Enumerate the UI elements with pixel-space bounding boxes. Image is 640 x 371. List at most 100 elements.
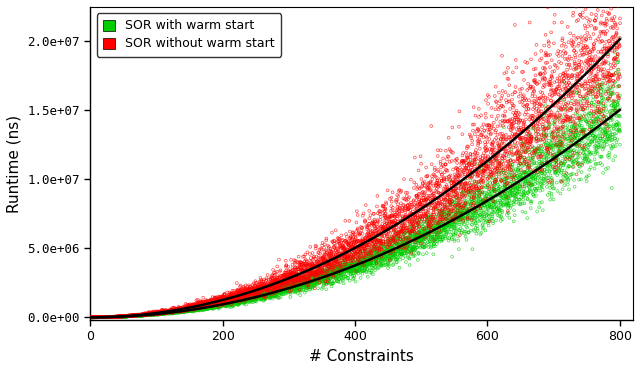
- Point: [137, 312, 147, 318]
- Point: [527, 116, 538, 122]
- Point: [523, 155, 533, 161]
- Point: [409, 223, 419, 229]
- Point: [375, 252, 385, 258]
- Point: [538, 176, 548, 182]
- Point: [415, 233, 426, 239]
- Point: [86, 314, 96, 320]
- Point: [454, 246, 464, 252]
- Point: [615, 105, 625, 111]
- Point: [141, 311, 151, 317]
- Point: [396, 219, 406, 225]
- Point: [383, 236, 393, 242]
- Point: [395, 253, 405, 259]
- Point: [207, 300, 217, 306]
- Point: [450, 210, 460, 216]
- Point: [461, 224, 471, 230]
- Point: [184, 307, 194, 313]
- Point: [305, 269, 316, 275]
- Point: [595, 29, 605, 35]
- Point: [326, 265, 337, 270]
- Point: [564, 80, 574, 86]
- Point: [563, 118, 573, 124]
- Point: [519, 186, 529, 192]
- Point: [109, 314, 119, 320]
- Point: [88, 314, 99, 320]
- Point: [280, 284, 291, 290]
- Point: [598, 29, 609, 35]
- Point: [186, 307, 196, 313]
- Point: [132, 312, 143, 318]
- Point: [586, 124, 596, 129]
- Point: [230, 300, 241, 306]
- Point: [280, 273, 291, 279]
- Point: [403, 229, 413, 235]
- Point: [389, 237, 399, 243]
- Point: [129, 313, 139, 319]
- Point: [438, 227, 448, 233]
- Point: [189, 307, 200, 313]
- Point: [492, 165, 502, 171]
- Point: [218, 301, 228, 307]
- Point: [132, 313, 142, 319]
- Point: [257, 290, 268, 296]
- Point: [119, 313, 129, 319]
- Point: [573, 161, 583, 167]
- Point: [395, 236, 405, 242]
- Point: [266, 288, 276, 294]
- Point: [323, 250, 333, 256]
- Point: [524, 141, 534, 147]
- Point: [541, 162, 551, 168]
- Point: [111, 313, 122, 319]
- Point: [137, 312, 147, 318]
- Point: [371, 251, 381, 257]
- Point: [436, 239, 446, 244]
- Point: [366, 255, 376, 261]
- Point: [282, 277, 292, 283]
- Point: [550, 91, 560, 97]
- Point: [260, 293, 271, 299]
- Point: [589, 41, 599, 47]
- Point: [234, 299, 244, 305]
- Point: [234, 301, 244, 307]
- Point: [150, 311, 161, 317]
- Point: [180, 307, 190, 313]
- Point: [284, 286, 294, 292]
- Point: [501, 170, 511, 176]
- Point: [132, 312, 143, 318]
- Point: [223, 299, 234, 305]
- Point: [278, 277, 289, 283]
- Point: [357, 265, 367, 270]
- Point: [556, 125, 566, 131]
- Point: [427, 189, 437, 195]
- Point: [417, 240, 428, 246]
- Point: [499, 154, 509, 160]
- Point: [551, 87, 561, 93]
- Point: [316, 256, 326, 262]
- Point: [394, 204, 404, 210]
- Point: [103, 314, 113, 320]
- Point: [305, 278, 316, 284]
- Point: [316, 256, 326, 262]
- Point: [111, 314, 121, 320]
- Point: [175, 305, 185, 311]
- Point: [540, 154, 550, 160]
- Point: [412, 223, 422, 229]
- Point: [447, 198, 458, 204]
- Point: [425, 225, 435, 231]
- Point: [610, 103, 620, 109]
- Point: [540, 125, 550, 131]
- Point: [116, 314, 126, 320]
- Point: [351, 259, 362, 265]
- Point: [554, 150, 564, 155]
- Point: [540, 138, 550, 144]
- Point: [173, 309, 184, 315]
- Point: [147, 312, 157, 318]
- Point: [551, 158, 561, 164]
- Point: [209, 305, 219, 311]
- Point: [595, 154, 605, 160]
- Point: [458, 210, 468, 216]
- Point: [284, 277, 294, 283]
- Point: [163, 308, 173, 313]
- Point: [367, 259, 377, 265]
- Point: [124, 313, 134, 319]
